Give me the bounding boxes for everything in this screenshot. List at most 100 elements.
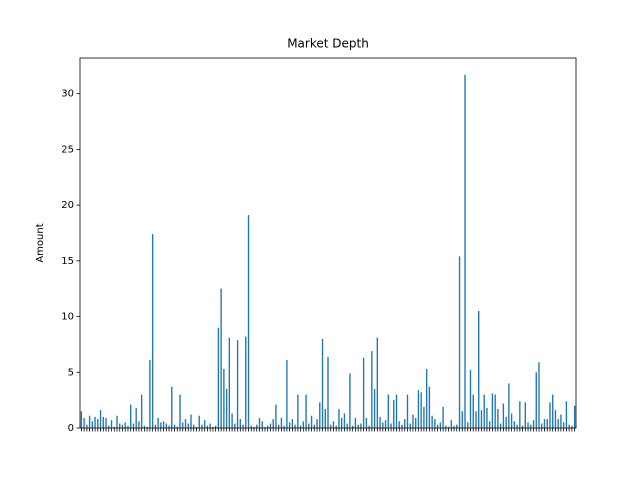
bar [225, 388, 228, 428]
bar [173, 424, 176, 428]
bar [508, 383, 510, 428]
bar [275, 404, 277, 428]
y-tick-label: 20 [61, 200, 74, 211]
bar [302, 421, 305, 428]
bar [267, 425, 269, 428]
bar [552, 394, 554, 428]
bar [486, 407, 488, 428]
bar [201, 424, 203, 428]
bar [209, 423, 211, 428]
bar [571, 425, 573, 428]
bar [423, 406, 425, 428]
bar [277, 424, 280, 428]
bar [247, 215, 250, 428]
bar [130, 404, 132, 428]
bar [478, 310, 480, 428]
bar [524, 402, 526, 428]
bar [261, 421, 263, 428]
bar [83, 417, 85, 428]
bar [212, 426, 214, 428]
bar [513, 421, 516, 428]
bar [116, 415, 118, 428]
bar [182, 422, 184, 428]
bar [456, 424, 458, 428]
bar [436, 424, 439, 428]
bar [541, 423, 543, 428]
bar [190, 414, 192, 428]
bar [228, 337, 231, 428]
bar [132, 423, 135, 428]
bar [382, 422, 384, 428]
bar [135, 407, 137, 428]
bar [351, 425, 354, 428]
y-tick-label: 0 [68, 423, 74, 434]
bar [453, 425, 455, 428]
bar [138, 421, 140, 428]
bar [324, 409, 326, 428]
bar [305, 394, 307, 428]
bar [516, 424, 518, 428]
bar [491, 393, 494, 428]
bar [505, 416, 507, 428]
bar [171, 386, 173, 428]
bar [354, 417, 357, 428]
bar [154, 424, 157, 428]
bar [187, 423, 189, 428]
bar [217, 327, 220, 428]
bar [521, 425, 524, 428]
bar [113, 426, 115, 428]
bar [428, 386, 431, 428]
bar [184, 419, 187, 428]
bar [256, 424, 258, 428]
bar [376, 337, 379, 428]
bar [269, 423, 272, 428]
bar [102, 416, 104, 428]
bar [214, 425, 217, 428]
bar [475, 411, 477, 428]
y-tick-label: 5 [68, 367, 74, 378]
bar [417, 390, 420, 428]
bar [272, 419, 274, 428]
bar [450, 420, 452, 428]
bar [80, 411, 83, 428]
bar [362, 357, 365, 428]
bar [179, 394, 181, 428]
bar [338, 409, 340, 428]
bar [231, 413, 233, 428]
bar [321, 338, 324, 428]
bar [497, 409, 499, 428]
bar [346, 423, 348, 428]
bar [373, 388, 376, 428]
bar [220, 288, 222, 428]
bar [99, 410, 102, 428]
bar [105, 417, 107, 428]
bar [288, 422, 291, 428]
bar [198, 415, 200, 428]
bar [409, 423, 411, 428]
bar [434, 419, 436, 428]
bar [554, 410, 557, 428]
bar [316, 419, 318, 428]
bar [94, 416, 96, 428]
bar [168, 425, 170, 428]
bar [469, 370, 472, 428]
bar [387, 394, 389, 428]
bar [532, 420, 535, 428]
bar [294, 424, 296, 428]
bar [530, 424, 532, 428]
bar [327, 356, 329, 428]
bar [404, 419, 406, 428]
bar [310, 415, 313, 428]
bar [480, 410, 483, 428]
bar [445, 425, 447, 428]
bar [234, 423, 236, 428]
bar [398, 421, 400, 428]
bar [395, 394, 398, 428]
bar [97, 419, 99, 428]
bar [502, 403, 505, 428]
bar [431, 415, 433, 428]
chart-title: Market Depth [287, 37, 369, 51]
bar [425, 368, 428, 428]
bar [165, 423, 168, 428]
